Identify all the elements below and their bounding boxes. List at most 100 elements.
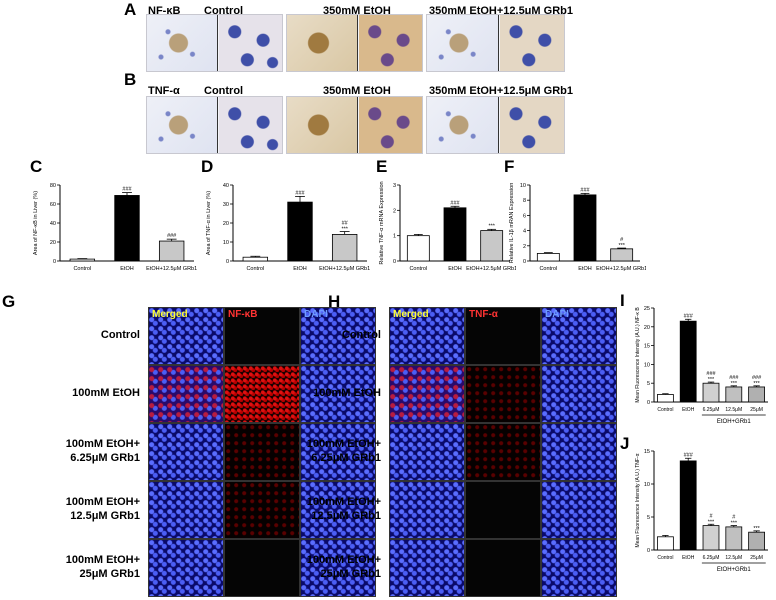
panel-label-i: I (620, 291, 625, 310)
ihc-image-a-etoh (286, 14, 423, 72)
y-tick-label: 20 (50, 240, 56, 246)
fluorescence-image (541, 481, 617, 539)
panel-b-title-etoh: 350mM EtOH (323, 85, 391, 97)
row-label: Control (341, 329, 381, 341)
y-tick-label: 0 (647, 400, 650, 406)
x-category-label: EtOH (578, 266, 591, 272)
y-tick-label: 20 (644, 325, 650, 331)
y-tick-label: 15 (644, 449, 650, 455)
panel-label-b: B (124, 70, 137, 89)
bar (725, 526, 743, 551)
x-category-label: 6.25μM (703, 407, 720, 413)
ihc-image-a-control (146, 14, 283, 72)
ihc-image-b-control (146, 96, 283, 154)
fluorescence-image: DAPI (541, 307, 617, 365)
ihc-image-b-grb1 (426, 96, 565, 154)
row-label: 100mM EtOH+ 25μM GRb1 (289, 553, 381, 581)
significance-label: # (732, 515, 736, 521)
channel-label: Merged (152, 309, 188, 320)
significance-label: ### (684, 452, 694, 458)
fluorescence-image (465, 365, 541, 423)
fluorescence-image (224, 365, 300, 423)
significance-label-secondary: *** (731, 521, 738, 527)
ihc-image-b-etoh (286, 96, 423, 154)
row-label-line-2: 25μM GRb1 (79, 568, 140, 580)
significance-label-secondary: *** (731, 381, 738, 387)
panel-b-title-control: Control (204, 85, 244, 97)
significance-label: *** (488, 223, 495, 229)
x-category-label: 12.5μM (725, 555, 742, 561)
channel-label: NF-κB (228, 309, 258, 320)
fluorescence-image (389, 365, 465, 423)
y-axis-label: Area of NF-κB in Liver (%) (33, 191, 39, 255)
bar (443, 207, 467, 262)
y-tick-label: 20 (223, 221, 229, 227)
y-tick-label: 5 (647, 515, 650, 521)
bar (69, 258, 96, 262)
bar (331, 234, 358, 262)
row-label-line-2: 25μM GRb1 (320, 568, 381, 580)
bar (702, 382, 720, 403)
fluorescence-image (300, 423, 376, 481)
y-tick-label: 15 (644, 344, 650, 350)
x-category-label: EtOH+12.5μM GRb1 (466, 266, 516, 272)
significance-label: # (709, 513, 713, 519)
fluorescence-image (148, 539, 224, 597)
y-tick-label: 60 (50, 202, 56, 208)
y-tick-label: 40 (223, 183, 229, 189)
bar (702, 525, 720, 551)
x-category-label: EtOH+12.5μM GRb1 (596, 266, 646, 272)
x-category-label: 25μM (750, 407, 763, 413)
panel-label-d: D (201, 157, 214, 176)
significance-label-secondary: *** (708, 519, 715, 525)
y-axis-label: Relative IL-1β mRAN Expression (509, 183, 515, 264)
bar (657, 536, 674, 551)
x-category-label: Control (657, 407, 673, 413)
fluorescence-image: TNF-α (465, 307, 541, 365)
y-tick-label: 10 (223, 240, 229, 246)
y-tick-label: 6 (523, 213, 526, 219)
fluorescence-image (300, 365, 376, 423)
panel-label-a: A (124, 0, 137, 19)
row-label-line-1: 100mM EtOH+ (65, 496, 140, 508)
y-tick-label: 30 (223, 202, 229, 208)
bar-chart-j: Mean Fluorescence Intensity (A.U.) TNF-α… (635, 449, 768, 573)
y-tick-label: 5 (647, 381, 650, 387)
fluorescence-image (148, 423, 224, 481)
significance-label-secondary: *** (708, 377, 715, 383)
x-category-label: 12.5μM (725, 407, 742, 413)
x-category-label: EtOH (682, 407, 695, 413)
fluorescence-image (300, 481, 376, 539)
panel-label-c: C (30, 157, 43, 176)
fluorescence-image (389, 539, 465, 597)
fluorescence-image (541, 423, 617, 481)
fluorescence-image (465, 423, 541, 481)
row-label-line-2: 12.5μM GRb1 (70, 510, 140, 522)
x-category-label: 6.25μM (703, 555, 720, 561)
fluorescence-image (389, 423, 465, 481)
bar (748, 386, 765, 403)
y-tick-label: 0 (53, 259, 56, 265)
panel-b-title-grb1: 350mM EtOH+12.5μM GRb1 (429, 85, 573, 97)
row-label-line-2: 6.25μM GRb1 (311, 452, 381, 464)
y-tick-label: 2 (393, 208, 396, 214)
row-label: 100mM EtOH (313, 387, 381, 399)
bar (158, 240, 185, 262)
row-label-line-1: 100mM EtOH+ (306, 496, 381, 508)
panel-label-f: F (504, 157, 515, 176)
bar (480, 230, 504, 262)
significance-label: ### (450, 200, 460, 206)
bar-chart-d: Area of TNF-α in Liver (%) 0 10 20 30 40 Contr… (206, 183, 370, 272)
fluorescence-image (541, 365, 617, 423)
channel-label: Merged (393, 309, 429, 320)
channel-label: DAPI (304, 309, 328, 320)
y-tick-label: 0 (647, 548, 650, 554)
fluorescence-image (224, 481, 300, 539)
row-label: 100mM EtOH+ 6.25μM GRb1 (48, 437, 140, 465)
panel-label-g: G (2, 292, 16, 311)
channel-label: DAPI (545, 309, 569, 320)
bar (657, 394, 674, 403)
ihc-image-a-grb1 (426, 14, 565, 72)
y-tick-label: 3 (393, 183, 396, 189)
y-tick-label: 10 (644, 362, 650, 368)
